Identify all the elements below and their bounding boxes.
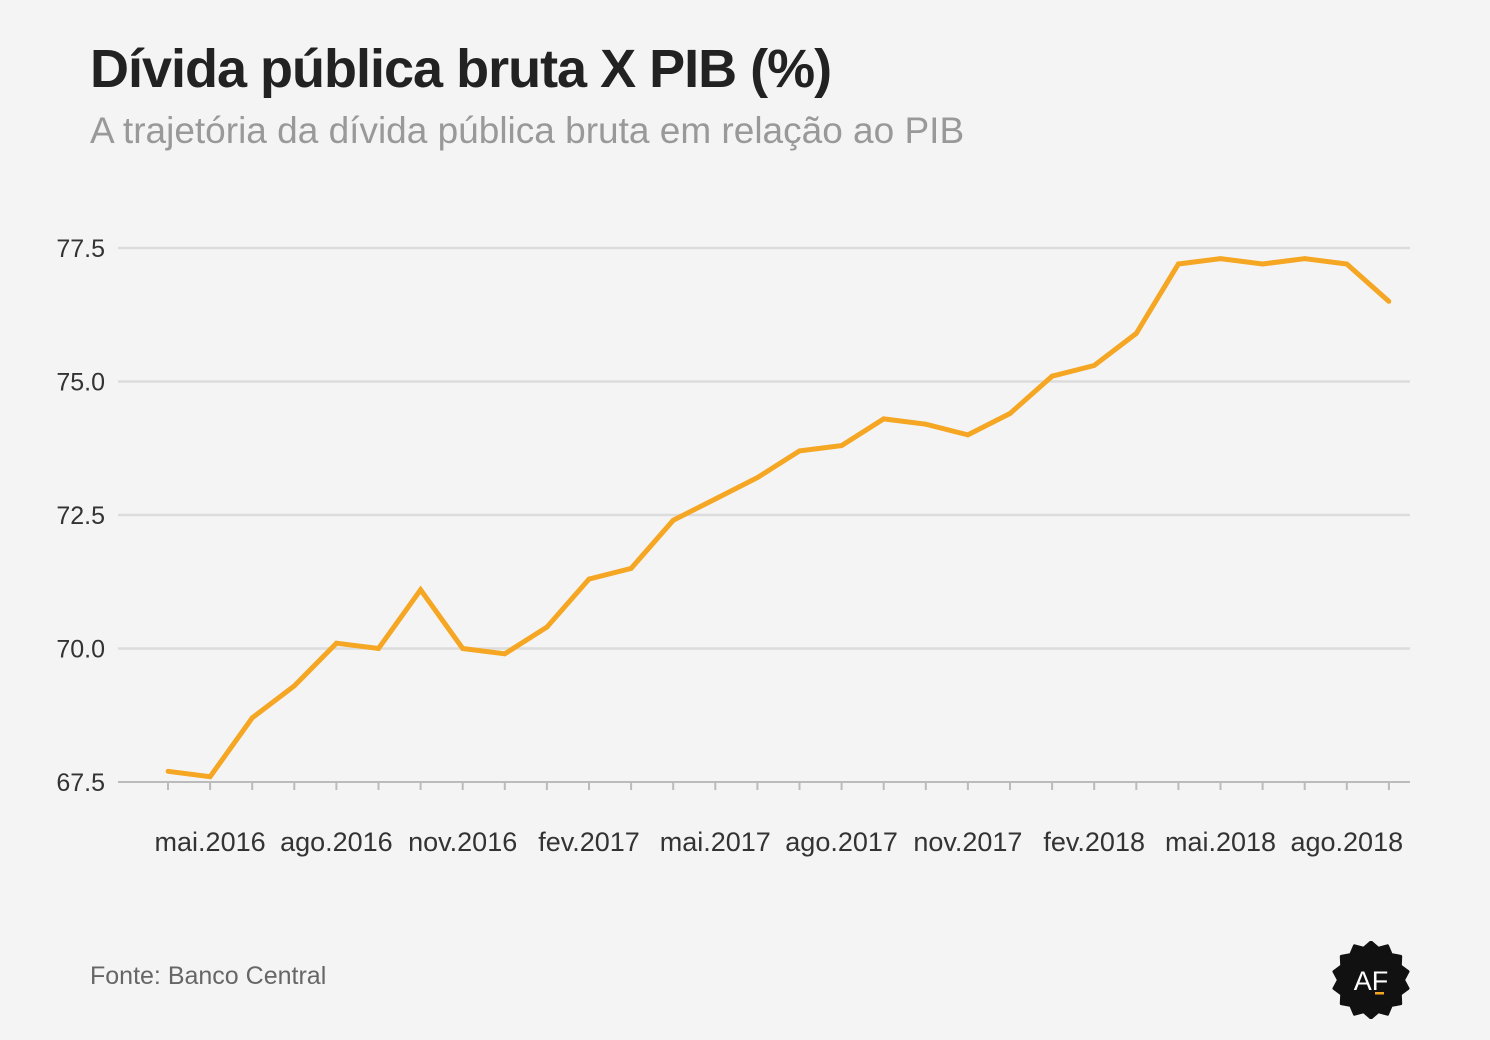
- grid-lines: [118, 246, 1410, 783]
- data-point: [1260, 261, 1265, 267]
- x-tick-label: fev.2018: [1043, 827, 1145, 857]
- data-point: [1133, 331, 1139, 336]
- y-tick-label: 67.5: [56, 769, 105, 797]
- data-point: [165, 768, 171, 774]
- data-point: [586, 576, 592, 582]
- data-point: [249, 715, 255, 721]
- data-point: [207, 774, 213, 780]
- data-point: [670, 517, 676, 523]
- data-point: [418, 587, 423, 593]
- data-point: [755, 475, 760, 481]
- x-tick-label: ago.2017: [785, 827, 898, 857]
- y-tick-label: 72.5: [56, 502, 105, 530]
- data-point: [712, 496, 718, 502]
- chart-subtitle: A trajetória da dívida pública bruta em …: [90, 110, 965, 151]
- data-point: [1344, 261, 1350, 267]
- data-point: [881, 416, 887, 422]
- y-tick-label: 75.0: [56, 369, 105, 397]
- y-tick-label: 77.5: [56, 235, 105, 263]
- data-point: [291, 683, 297, 689]
- x-axis: [167, 782, 1390, 790]
- x-axis-labels: mai.2016 ago.2016 nov.2016 fev.2017 mai.2017…: [155, 827, 1404, 857]
- x-tick-label: nov.2016: [408, 827, 517, 857]
- data-point: [1176, 261, 1181, 267]
- x-tick-label: ago.2016: [280, 827, 393, 857]
- y-axis-labels: 67.5 70.0 72.5 75.0 77.5: [56, 235, 105, 797]
- source-note: Fonte: Banco Central: [90, 962, 327, 990]
- data-point: [460, 646, 466, 651]
- x-tick-label: nov.2017: [913, 827, 1022, 857]
- data-point: [923, 421, 929, 427]
- series-line: [167, 256, 1391, 780]
- x-tick-label: mai.2018: [1165, 827, 1276, 857]
- data-point: [1007, 411, 1013, 416]
- af-logo: AF: [1332, 941, 1410, 1019]
- data-point: [1091, 363, 1097, 368]
- logo-badge-shape: [1332, 941, 1410, 1019]
- logo-text: AF: [1354, 966, 1389, 996]
- data-point: [544, 624, 550, 630]
- data-point: [839, 443, 844, 448]
- data-point: [1386, 299, 1392, 304]
- data-point: [965, 432, 971, 438]
- data-point: [797, 448, 802, 454]
- logo-accent-mark: [1375, 992, 1384, 995]
- chart-title: Dívida pública bruta X PIB (%): [90, 39, 832, 99]
- data-point: [1049, 373, 1055, 379]
- x-tick-label: mai.2017: [660, 827, 771, 857]
- data-point: [1302, 256, 1308, 262]
- x-tick-label: ago.2018: [1290, 827, 1403, 857]
- x-tick-label: fev.2017: [538, 827, 640, 857]
- data-point: [376, 646, 381, 651]
- data-point: [334, 640, 339, 646]
- data-point: [502, 651, 508, 657]
- x-tick-label: mai.2016: [155, 827, 266, 857]
- y-tick-label: 70.0: [56, 636, 105, 664]
- data-point: [1218, 256, 1223, 262]
- series-layer: [165, 256, 1392, 780]
- data-point: [628, 566, 634, 571]
